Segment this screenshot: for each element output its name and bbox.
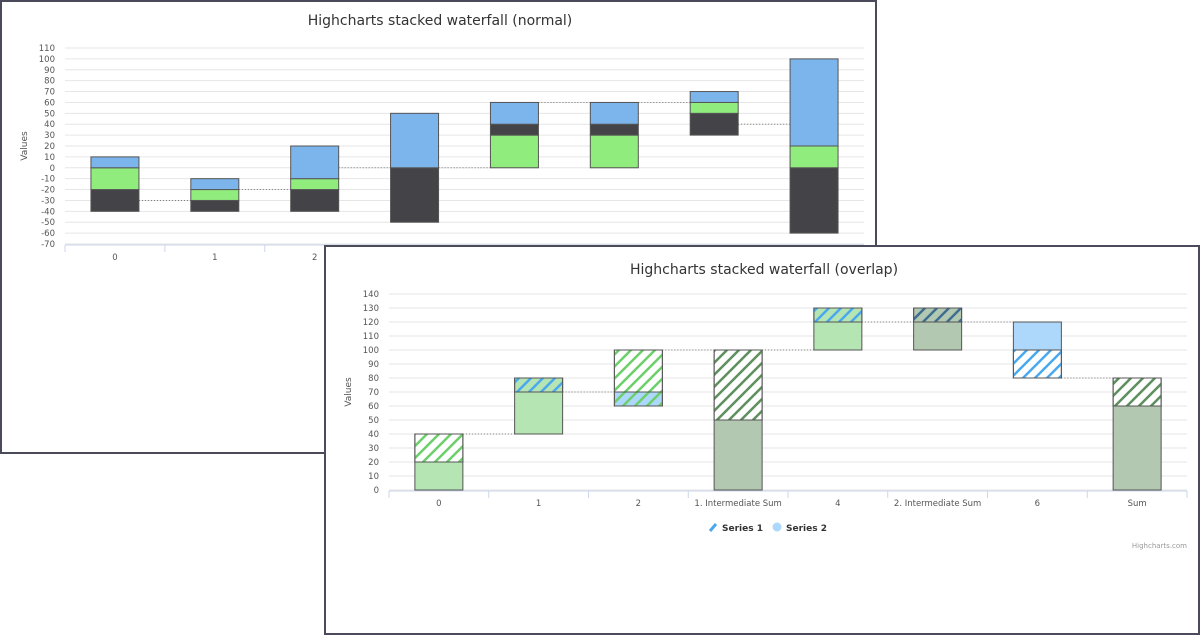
circle-icon (772, 522, 782, 532)
chart-title: Highcharts stacked waterfall (normal) (308, 13, 573, 29)
legend-item-series-2[interactable]: Series 2 (772, 522, 827, 535)
bar-segment[interactable] (190, 199, 240, 212)
bar-segment[interactable] (489, 101, 539, 125)
bar-segment[interactable] (414, 461, 464, 491)
x-tick-label: 1. Intermediate Sum (694, 499, 781, 509)
y-axis-title: Values (20, 131, 30, 161)
y-tick-label: 40 (44, 120, 55, 130)
bar-segment[interactable] (90, 156, 140, 169)
y-tick-label: -30 (41, 196, 55, 206)
y-tick-label: -20 (41, 186, 55, 196)
y-tick-label: 0 (374, 486, 379, 496)
bar-segment[interactable] (789, 145, 839, 169)
y-tick-label: 90 (368, 360, 379, 370)
y-tick-label: 60 (44, 98, 55, 108)
hatch-line-icon (708, 523, 718, 532)
y-tick-label: 70 (368, 388, 379, 398)
chart-overlap: Highcharts stacked waterfall (overlap) Va… (344, 262, 1188, 550)
legend-item-series-1[interactable]: Series 1 (708, 523, 763, 534)
bar-segment[interactable] (190, 178, 240, 191)
y-tick-label: 80 (368, 374, 379, 384)
y-tick-label: 140 (363, 290, 379, 300)
bar-segment-hatch[interactable] (514, 377, 564, 393)
y-tick-label: 20 (368, 458, 379, 468)
bar-segment[interactable] (290, 178, 340, 191)
y-tick-label: -40 (41, 207, 55, 217)
bar-segment[interactable] (190, 189, 240, 201)
bar-segment[interactable] (290, 189, 340, 212)
y-tick-label: 70 (44, 88, 55, 98)
x-tick-label: 2. Intermediate Sum (894, 499, 981, 509)
y-tick-label: 110 (363, 332, 379, 342)
legend-label: Series 2 (786, 524, 827, 534)
y-tick-label: 100 (363, 346, 379, 356)
bar-segment[interactable] (489, 123, 539, 136)
bar-segment[interactable] (1112, 405, 1162, 491)
bar-segment[interactable] (390, 167, 440, 223)
bar-segment[interactable] (589, 123, 639, 136)
x-tick-label: 0 (112, 253, 117, 263)
bar-segment[interactable] (913, 321, 963, 351)
legend-label: Series 1 (722, 524, 763, 534)
y-tick-label: 90 (44, 66, 55, 76)
x-tick-label: 2 (636, 499, 641, 509)
bar-segment-hatch[interactable] (613, 391, 663, 407)
bar-segment-hatch[interactable] (414, 433, 464, 463)
bar-segment[interactable] (390, 112, 440, 169)
bar-segment[interactable] (689, 112, 739, 136)
y-tick-label: 120 (363, 318, 379, 328)
bar-segment[interactable] (290, 145, 340, 180)
y-tick-label: 10 (368, 472, 379, 482)
bar-segment-hatch[interactable] (713, 349, 763, 421)
bar-segment[interactable] (1012, 321, 1062, 351)
bar-segment[interactable] (713, 419, 763, 491)
y-axis-title: Values (344, 377, 354, 407)
bar-segment[interactable] (789, 58, 839, 147)
y-tick-label: -60 (41, 229, 55, 239)
bar-segment-hatch[interactable] (913, 307, 963, 323)
y-tick-label: 80 (44, 77, 55, 87)
bar-segment[interactable] (589, 134, 639, 169)
y-tick-label: 100 (39, 55, 55, 65)
bar-segment[interactable] (789, 167, 839, 234)
x-tick-label: 6 (1035, 499, 1040, 509)
credits-link[interactable]: Highcharts.com (1132, 542, 1187, 550)
y-tick-label: 30 (44, 131, 55, 141)
x-tick-label: 4 (835, 499, 840, 509)
chart-overlap-panel: Highcharts stacked waterfall (overlap) Va… (324, 245, 1200, 635)
y-tick-label: -70 (41, 240, 55, 250)
y-tick-label: 40 (368, 430, 379, 440)
y-tick-label: 30 (368, 444, 379, 454)
bar-segment[interactable] (514, 391, 564, 435)
y-tick-label: -10 (41, 175, 55, 185)
x-tick-label: 2 (312, 253, 317, 263)
y-tick-label: 60 (368, 402, 379, 412)
y-tick-label: 110 (39, 44, 55, 54)
x-tick-label: 1 (536, 499, 541, 509)
bar-segment[interactable] (489, 134, 539, 169)
y-tick-label: 20 (44, 142, 55, 152)
chart-normal: Highcharts stacked waterfall (normal) Val… (20, 13, 865, 263)
bar-segment[interactable] (689, 91, 739, 103)
x-tick-label: 0 (436, 499, 441, 509)
bar-segment-hatch[interactable] (1012, 349, 1062, 379)
bar-segment[interactable] (589, 101, 639, 125)
legend: Series 1 Series 2 (708, 522, 827, 535)
bar-segment[interactable] (689, 101, 739, 114)
bar-segment-hatch[interactable] (813, 307, 863, 323)
bar-segment-hatch[interactable] (1112, 377, 1162, 407)
y-tick-label: 130 (363, 304, 379, 314)
bar-segment[interactable] (813, 321, 863, 351)
chart-title: Highcharts stacked waterfall (overlap) (630, 262, 898, 278)
y-tick-label: 10 (44, 153, 55, 163)
x-tick-label: Sum (1128, 499, 1147, 509)
y-tick-label: 50 (44, 109, 55, 119)
y-tick-label: -50 (41, 218, 55, 228)
bar-segment-hatch[interactable] (613, 349, 663, 393)
x-tick-label: 1 (212, 253, 217, 263)
y-tick-label: 0 (50, 164, 55, 174)
y-tick-label: 50 (368, 416, 379, 426)
bar-segment[interactable] (90, 189, 140, 212)
bar-segment[interactable] (90, 167, 140, 191)
